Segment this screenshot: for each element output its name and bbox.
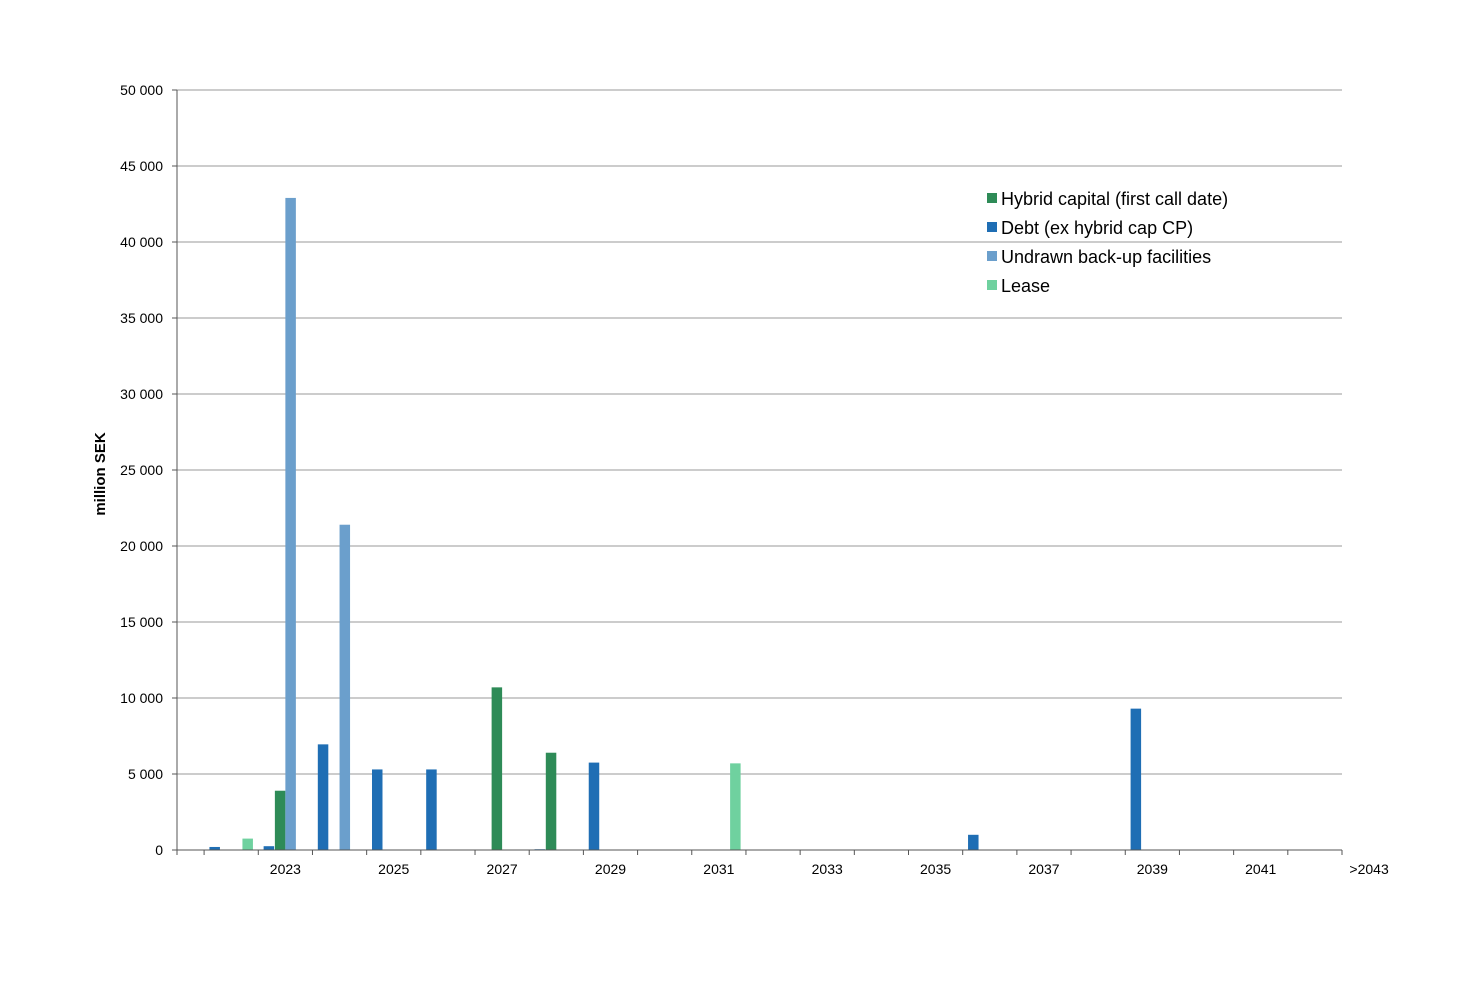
legend-swatch (987, 222, 997, 232)
bar-debt-ex-hybrid-cap-cp (371, 769, 383, 850)
x-tick-label: 2039 (1137, 861, 1168, 877)
legend-label: Lease (1001, 276, 1050, 296)
legend-swatch (987, 280, 997, 290)
x-tick-label: 2023 (270, 861, 301, 877)
y-tick-label: 30 000 (120, 386, 163, 402)
bar-debt-ex-hybrid-cap-cp (209, 846, 220, 850)
y-tick-label: 45 000 (120, 158, 163, 174)
x-tick-label: >2043 (1349, 861, 1389, 877)
y-tick-label: 5 000 (128, 766, 163, 782)
bar-hybrid-capital-first-call-date (545, 752, 557, 850)
x-tick-label: 2025 (378, 861, 409, 877)
x-tick-label: 2033 (812, 861, 843, 877)
axes (172, 89, 1343, 855)
bar-debt-ex-hybrid-cap-cp (1130, 708, 1142, 850)
y-tick-labels: 0 5 000 10 000 15 000 20 000 25 000 30 000 35 0… (120, 82, 163, 858)
x-tick-label: 2035 (920, 861, 951, 877)
bar-debt-ex-hybrid-cap-cp (968, 834, 979, 850)
bar-hybrid-capital-first-call-date (274, 790, 286, 850)
bar-lease (242, 838, 253, 850)
bar-debt-ex-hybrid-cap-cp (588, 762, 600, 850)
legend-label: Undrawn back-up facilities (1001, 247, 1211, 267)
y-tick-label: 35 000 (120, 310, 163, 326)
bars (209, 197, 1142, 851)
y-tick-label: 25 000 (120, 462, 163, 478)
y-tick-label: 40 000 (120, 234, 163, 250)
x-tick-labels: 2023 2025 2027 2029 2031 2033 2035 2037 2039 2041… (270, 861, 1389, 877)
bar-hybrid-capital-first-call-date (491, 687, 503, 850)
bar-lease (730, 763, 741, 850)
gridlines (177, 89, 1342, 775)
bar-debt-ex-hybrid-cap-cp (426, 769, 437, 850)
legend-label: Debt (ex hybrid cap CP) (1001, 218, 1193, 238)
bar-debt-ex-hybrid-cap-cp (317, 744, 329, 850)
y-tick-label: 15 000 (120, 614, 163, 630)
y-axis-title: million SEK (92, 432, 109, 516)
y-tick-label: 0 (155, 842, 163, 858)
y-tick-label: 50 000 (120, 82, 163, 98)
x-tick-label: 2037 (1028, 861, 1059, 877)
legend-swatch (987, 251, 997, 261)
legend: Hybrid capital (first call date) Debt (ex… (987, 189, 1228, 296)
y-tick-label: 10 000 (120, 690, 163, 706)
bar-undrawn-back-up-facilities (339, 524, 351, 850)
legend-swatch (987, 193, 997, 203)
bar-undrawn-back-up-facilities (285, 197, 296, 851)
x-tick-label: 2027 (487, 861, 518, 877)
x-tick-label: 2031 (703, 861, 734, 877)
legend-label: Hybrid capital (first call date) (1001, 189, 1228, 209)
y-tick-label: 20 000 (120, 538, 163, 554)
x-tick-label: 2041 (1245, 861, 1276, 877)
bar-debt-ex-hybrid-cap-cp (263, 846, 275, 850)
x-tick-label: 2029 (595, 861, 626, 877)
